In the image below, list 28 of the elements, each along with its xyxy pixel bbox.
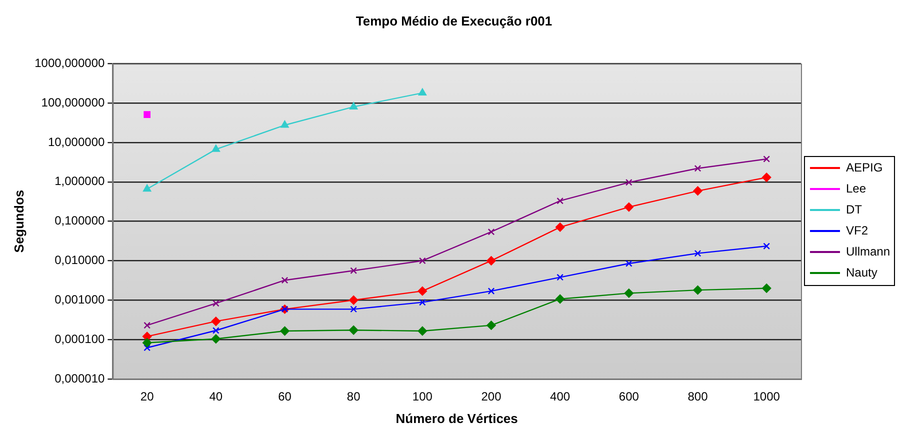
x-tick-label: 60 <box>278 390 292 404</box>
chart-title: Tempo Médio de Execução r001 <box>356 13 552 28</box>
x-tick-label: 400 <box>550 390 570 404</box>
legend-label: Ullmann <box>846 244 890 258</box>
x-tick-label: 20 <box>140 390 154 404</box>
legend-label: AEPIG <box>846 160 883 174</box>
x-axis-title: Número de Vértices <box>396 410 518 426</box>
legend-label: Lee <box>846 181 866 196</box>
x-tick-label: 600 <box>618 390 640 404</box>
y-tick-label: 0,000010 <box>54 371 105 386</box>
legend-label: DT <box>846 202 863 216</box>
y-tick-label: 0,000100 <box>54 332 105 346</box>
y-tick-label: 0,010000 <box>54 253 105 268</box>
x-tick-label: 40 <box>209 390 223 404</box>
y-tick-label: 100,000000 <box>41 95 105 110</box>
x-tick-label: 80 <box>346 390 361 404</box>
y-axis-title: Segundos <box>11 190 26 253</box>
y-tick-label: 10,000000 <box>48 134 105 149</box>
x-tick-label: 1000 <box>753 390 780 404</box>
y-tick-label: 0,001000 <box>54 292 105 306</box>
x-tick-label: 200 <box>481 390 502 404</box>
y-tick-label: 1,000000 <box>54 174 105 188</box>
x-tick-label: 800 <box>688 390 708 404</box>
x-tick-label: 100 <box>412 390 433 404</box>
y-tick-label: 0,100000 <box>54 214 105 228</box>
y-tick-label: 1000,000000 <box>34 56 105 70</box>
legend-label: VF2 <box>846 223 868 238</box>
legend-label: Nauty <box>846 265 878 280</box>
